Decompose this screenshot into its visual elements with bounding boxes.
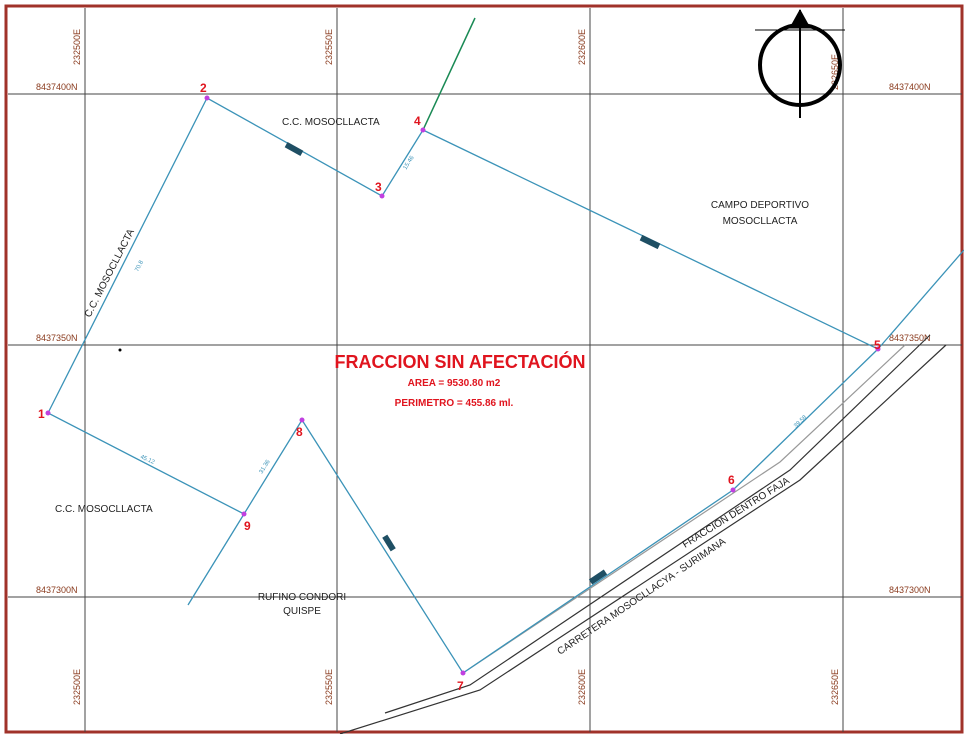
- vertex-label: 3: [375, 180, 382, 194]
- vertex-label: 5: [874, 338, 881, 352]
- vertex-label: 8: [296, 425, 303, 439]
- north-arrow: [755, 8, 845, 118]
- frame: [4, 4, 964, 734]
- summary-area: AREA = 9530.80 m2: [408, 378, 501, 389]
- segment-markers: [284, 142, 661, 585]
- boundary-extension: [422, 17, 476, 131]
- easting-bottom: 232650E: [830, 669, 840, 705]
- easting-bottom: 232600E: [577, 669, 587, 705]
- vertex-labels: 1 2 3 4 5 6 7 8 9: [38, 81, 881, 693]
- northing-right: 8437300N: [889, 585, 931, 595]
- northing-left: 8437350N: [36, 333, 78, 343]
- vertex-label: 7: [457, 679, 464, 693]
- boundary-extension: [877, 249, 964, 350]
- dot: [118, 348, 122, 352]
- northing-labels: 8437400N 8437350N 8437300N 8437400N 8437…: [36, 82, 931, 595]
- road: [339, 334, 947, 734]
- area-name: CAMPO DEPORTIVO: [711, 200, 809, 211]
- boundary-extension: [187, 513, 245, 606]
- easting-top: 232500E: [72, 29, 82, 65]
- summary-title: FRACCION SIN AFECTACIÓN: [335, 351, 586, 372]
- northing-left: 8437300N: [36, 585, 78, 595]
- easting-top: 232650E: [830, 54, 840, 90]
- summary: FRACCION SIN AFECTACIÓN AREA = 9530.80 m…: [335, 351, 586, 409]
- easting-bottom: 232500E: [72, 669, 82, 705]
- area-name: MOSOCLLACTA: [723, 216, 798, 227]
- easting-top: 232550E: [324, 29, 334, 65]
- vertex-label: 1: [38, 407, 45, 421]
- vertex-points: [45, 95, 881, 676]
- northing-right: 8437350N: [889, 333, 931, 343]
- vertex-label: 4: [414, 114, 421, 128]
- owner-label: QUISPE: [283, 606, 321, 617]
- segment-length: 45.12: [139, 454, 156, 466]
- owner-label: C.C. MOSOCLLACTA: [282, 117, 380, 128]
- owner-label: C.C. MOSOCLLACTA: [55, 504, 153, 515]
- grid: [8, 8, 962, 732]
- vertex-label: 2: [200, 81, 207, 95]
- summary-perimeter: PERIMETRO = 455.86 ml.: [395, 398, 514, 409]
- northing-right: 8437400N: [889, 82, 931, 92]
- vertex-label: 9: [244, 519, 251, 533]
- segment-length: 70.8: [134, 259, 145, 273]
- easting-bottom: 232550E: [324, 669, 334, 705]
- vertex-label: 6: [728, 473, 735, 487]
- owner-label: RUFINO CONDORI: [258, 592, 346, 603]
- northing-left: 8437400N: [36, 82, 78, 92]
- easting-labels: 232500E 232550E 232600E 232650E 232500E …: [72, 29, 840, 705]
- easting-top: 232600E: [577, 29, 587, 65]
